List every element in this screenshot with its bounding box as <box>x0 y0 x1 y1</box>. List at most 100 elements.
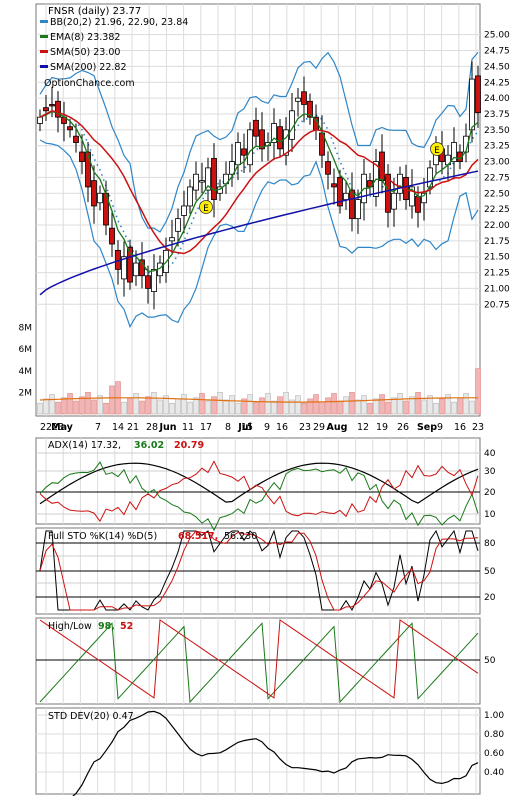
volume-bar <box>307 398 313 415</box>
volume-bar <box>337 400 343 415</box>
adx-title: ADX(14) 17.32, <box>48 440 121 451</box>
sto-d-line <box>39 530 479 611</box>
volume-tick-label: 8M <box>19 324 33 334</box>
volume-bar <box>385 401 391 415</box>
volume-bar <box>379 394 385 415</box>
y-tick-label: 20 <box>484 593 496 603</box>
candle <box>181 205 187 216</box>
volume-bar <box>247 394 253 415</box>
day-label: 16 <box>276 422 288 433</box>
candle <box>151 268 157 292</box>
volume-bar <box>157 399 163 415</box>
day-label: 23 <box>299 422 311 433</box>
volume-bar <box>451 401 457 415</box>
y-tick-label: 0.40 <box>484 768 504 778</box>
candle <box>91 180 97 207</box>
day-label: 23 <box>52 422 64 433</box>
y-tick-label: 0.80 <box>484 730 504 740</box>
sma50-line <box>39 109 479 255</box>
y-tick-label: 24.25 <box>484 78 510 88</box>
candle <box>169 237 175 242</box>
day-label: 16 <box>454 422 466 433</box>
volume-bar <box>301 402 307 415</box>
volume-bar <box>199 393 205 415</box>
volume-bar <box>343 396 349 415</box>
candle <box>229 161 235 175</box>
volume-bar <box>259 397 265 415</box>
candle <box>133 262 139 277</box>
candle <box>139 259 145 277</box>
sto-title: Full STO %K(14) %D(5) <box>48 531 157 542</box>
day-label: 9 <box>437 422 443 433</box>
volume-bar <box>295 395 301 415</box>
volume-bar <box>463 393 469 415</box>
sto-value-k: 68.517, <box>178 531 218 542</box>
legend-ema: EMA(8) 23.382 <box>50 32 120 43</box>
volume-bar <box>415 392 421 415</box>
candle <box>307 100 313 118</box>
legend-swatch-ema <box>40 35 48 38</box>
volume-bar <box>289 399 295 415</box>
volume-bar <box>217 392 223 415</box>
volume-bar <box>313 394 319 415</box>
y-tick-label: 40 <box>484 449 496 459</box>
candle <box>49 104 55 107</box>
candle <box>295 97 301 102</box>
volume-bar <box>433 402 439 415</box>
day-label: 21 <box>127 422 139 433</box>
candle <box>343 192 349 201</box>
candle <box>271 123 277 143</box>
volume-bar <box>475 368 481 415</box>
month-label: Aug <box>327 422 348 433</box>
y-tick-label: 22.50 <box>484 189 510 199</box>
volume-tick-label: 4M <box>19 367 33 377</box>
legend-swatch-bb <box>40 20 48 23</box>
day-label: 15 <box>241 422 253 433</box>
volume-bar <box>331 393 337 415</box>
day-label: 9 <box>264 422 270 433</box>
volume-bar <box>79 396 85 415</box>
candle <box>397 173 403 194</box>
day-label: 23 <box>472 422 484 433</box>
month-label: Sep <box>417 422 437 433</box>
candle <box>145 275 151 289</box>
candle <box>43 107 49 112</box>
day-label: 8 <box>225 422 231 433</box>
y-tick-label: 1.00 <box>484 711 504 721</box>
volume-bar <box>49 394 55 415</box>
highlow-value-high: 98, <box>98 621 115 632</box>
volume-bar <box>85 392 91 415</box>
volume-bar <box>229 395 235 415</box>
y-tick-label: 80 <box>484 539 496 549</box>
candle <box>205 167 211 191</box>
svg-text:E: E <box>434 146 440 156</box>
candle <box>73 135 79 143</box>
volume-bar <box>61 397 67 415</box>
candle <box>193 173 199 191</box>
volume-bar <box>43 398 49 415</box>
volume-bar <box>277 396 283 415</box>
candle <box>469 78 475 131</box>
candle <box>253 119 259 137</box>
y-tick-label: 21.00 <box>484 284 510 294</box>
volume-bar <box>253 401 259 415</box>
volume-bar <box>73 400 79 415</box>
candle <box>331 183 337 188</box>
adx-value-plus: 36.02 <box>134 440 164 451</box>
price-panel <box>35 3 481 417</box>
volume-average-line <box>39 397 479 403</box>
y-tick-label: 21.50 <box>484 253 510 263</box>
candle <box>277 126 283 150</box>
volume-bar <box>175 398 181 415</box>
stddev-title: STD DEV(20) 0.47 <box>48 711 134 722</box>
candle <box>355 199 361 220</box>
y-tick-label: 22.25 <box>484 205 510 215</box>
candle <box>187 186 193 207</box>
volume-bar <box>469 400 475 415</box>
volume-bar <box>223 399 229 415</box>
month-label: Jul <box>237 422 252 433</box>
y-tick-label: 21.25 <box>484 269 510 279</box>
volume-bar <box>421 399 427 415</box>
candle <box>457 151 463 162</box>
